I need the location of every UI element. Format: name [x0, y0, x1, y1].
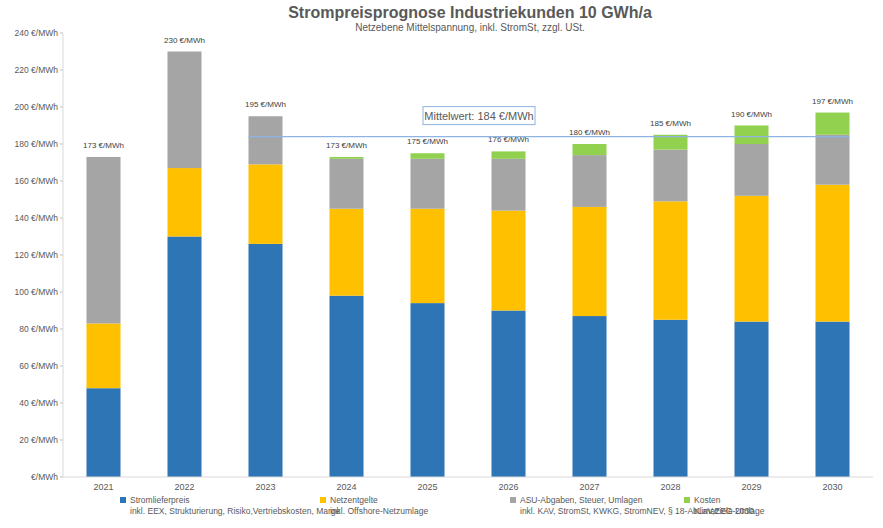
- bar-segment: [410, 159, 444, 209]
- x-tick-label: 2025: [417, 482, 437, 492]
- y-tick-label: 40 €/MWh: [19, 398, 58, 408]
- total-label: 173 €/MWh: [83, 141, 124, 150]
- y-tick-label: 220 €/MWh: [15, 65, 59, 75]
- bar-segment: [734, 126, 768, 145]
- bar-segment: [572, 144, 606, 155]
- y-tick-label: 160 €/MWh: [15, 176, 59, 186]
- bar-segment: [248, 116, 282, 164]
- bar-segment: [167, 237, 201, 478]
- y-tick-label: 120 €/MWh: [15, 250, 59, 260]
- chart: Strompreisprognose Industriekunden 10 GW…: [0, 0, 883, 528]
- legend-description: Klimaziele 2030: [694, 506, 754, 516]
- bar-segment: [167, 52, 201, 169]
- x-tick-label: 2024: [336, 482, 356, 492]
- y-tick-label: 180 €/MWh: [15, 139, 59, 149]
- y-tick-label: 80 €/MWh: [19, 324, 58, 334]
- total-label: 175 €/MWh: [407, 137, 448, 146]
- total-label: 180 €/MWh: [569, 128, 610, 137]
- bar-segment: [86, 388, 120, 477]
- y-tick-label: 20 €/MWh: [19, 435, 58, 445]
- total-label: 173 €/MWh: [326, 141, 367, 150]
- y-tick-label: €/MWh: [31, 472, 58, 482]
- total-label: 185 €/MWh: [650, 119, 691, 128]
- total-label: 190 €/MWh: [731, 110, 772, 119]
- bar-segment: [410, 303, 444, 477]
- legend-label: Kosten: [694, 495, 721, 505]
- bar-segment: [572, 155, 606, 207]
- bar-segment: [653, 150, 687, 202]
- bar-segment: [248, 164, 282, 244]
- bar-segment: [572, 316, 606, 477]
- bar-segment: [572, 207, 606, 316]
- bar-segment: [329, 209, 363, 296]
- bar-segment: [653, 201, 687, 319]
- bars: [86, 52, 849, 478]
- total-label: 195 €/MWh: [245, 100, 286, 109]
- bar-segment: [167, 168, 201, 236]
- x-axis: [63, 477, 873, 478]
- background: [0, 0, 883, 528]
- bar-segment: [491, 211, 525, 311]
- x-tick-label: 2028: [660, 482, 680, 492]
- y-axis: [63, 33, 64, 477]
- bar-segment: [734, 196, 768, 322]
- bar-segment: [734, 322, 768, 477]
- mean-label: Mittelwert: 184 €/MWh: [424, 110, 533, 122]
- subtitle: Netzebene Mittelspannung, inkl. StromSt,…: [355, 22, 585, 33]
- legend-label: Netzentgelte: [330, 495, 378, 505]
- legend-description: inkl. KAV, StromSt, KWKG, StromNEV, § 18…: [520, 506, 765, 516]
- bar-segment: [815, 322, 849, 477]
- legend-label: Stromlieferpreis: [130, 495, 190, 505]
- x-tick-label: 2026: [498, 482, 518, 492]
- title: Strompreisprognose Industriekunden 10 GW…: [288, 4, 652, 21]
- y-tick-label: 240 €/MWh: [15, 28, 59, 38]
- bar-segment: [491, 151, 525, 158]
- bar-segment: [86, 323, 120, 388]
- bar-segment: [815, 185, 849, 322]
- bar-segment: [815, 113, 849, 135]
- x-tick-label: 2023: [255, 482, 275, 492]
- total-label: 230 €/MWh: [164, 36, 205, 45]
- legend-label: ASU-Abgaben, Steuer, Umlagen: [520, 495, 643, 505]
- bar-segment: [410, 209, 444, 303]
- total-label: 197 €/MWh: [812, 97, 853, 106]
- legend-description: inkl. Offshore-Netzumlage: [330, 506, 428, 516]
- x-tick-label: 2027: [579, 482, 599, 492]
- bar-segment: [491, 159, 525, 211]
- legend-swatch: [120, 497, 126, 503]
- legend-description: inkl. EEX, Strukturierung, Risiko,Vertri…: [130, 506, 340, 516]
- x-tick-label: 2021: [93, 482, 113, 492]
- bar-segment: [410, 153, 444, 159]
- y-tick-label: 140 €/MWh: [15, 213, 59, 223]
- bar-segment: [86, 156, 120, 157]
- legend-swatch: [510, 497, 516, 503]
- legend-swatch: [684, 497, 690, 503]
- y-tick-label: 60 €/MWh: [19, 361, 58, 371]
- legend-swatch: [320, 497, 326, 503]
- bar-segment: [815, 135, 849, 185]
- y-tick-label: 200 €/MWh: [15, 102, 59, 112]
- bar-segment: [329, 296, 363, 477]
- bar-segment: [86, 157, 120, 324]
- bar-segment: [329, 157, 363, 159]
- mean-label-box: [423, 107, 535, 125]
- y-tick-label: 100 €/MWh: [15, 287, 59, 297]
- bar-segment: [329, 159, 363, 209]
- bar-segment: [491, 311, 525, 478]
- x-tick-label: 2022: [174, 482, 194, 492]
- x-tick-label: 2030: [822, 482, 842, 492]
- bar-segment: [248, 244, 282, 477]
- bar-segment: [167, 51, 201, 52]
- mean-line: [248, 136, 849, 137]
- bar-segment: [653, 320, 687, 477]
- bar-segment: [248, 116, 282, 117]
- bar-segment: [734, 144, 768, 196]
- x-tick-label: 2029: [741, 482, 761, 492]
